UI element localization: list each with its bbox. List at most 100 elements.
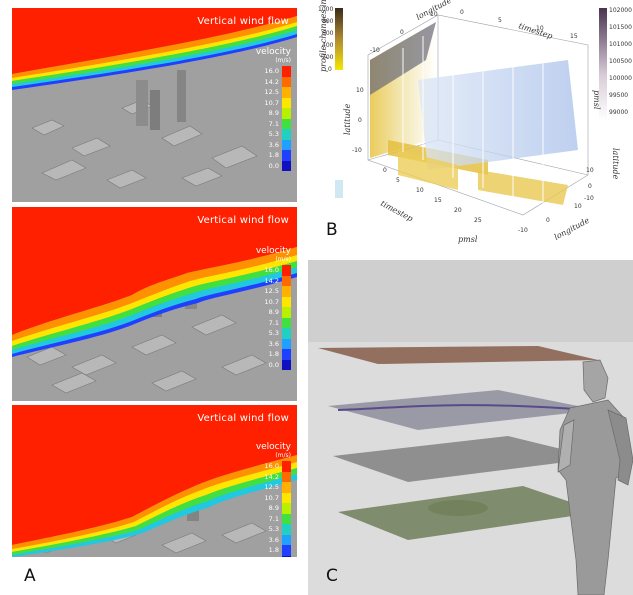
legend-tick: 3.6 [268, 140, 279, 149]
legend-tick: 1.8 [268, 546, 279, 554]
legend-swatch [282, 513, 291, 524]
velocity-legend-2: velocity (m/s) 16.0 14.2 12.5 10.7 8.9 7.1 5.3… [256, 247, 291, 370]
legend-unit: (m/s) [275, 256, 291, 263]
legend-swatch [282, 555, 291, 557]
legend-title: velocity [255, 246, 291, 256]
legend-row: 3.6 [256, 338, 291, 349]
tick-right-latitude-0: 10 [586, 167, 594, 174]
velocity-legend-1: velocity (m/s) 16.0 14.2 12.5 10.7 8.9 7.1 5.3… [256, 48, 291, 171]
tick-top-timestep-1: 5 [498, 17, 502, 24]
layered-map-svg [308, 260, 633, 595]
wind-scene-2 [12, 207, 297, 401]
legend-swatch [282, 108, 291, 119]
legend-swatch [282, 524, 291, 535]
legend-tick: 0.0 [268, 360, 279, 369]
legend-tick: 7.1 [268, 514, 279, 523]
cbr-tick-5: 99500 [609, 92, 628, 99]
legend-tick: 10.7 [264, 297, 279, 306]
legend-swatch [282, 359, 291, 370]
legend-swatch [282, 97, 291, 108]
map-plane-1 [318, 346, 598, 364]
velocity-legend-3: velocity (m/s) 16.0 14.2 12.5 10.7 8.9 7.1 5.3… [256, 443, 291, 557]
legend-unit: (m/s) [275, 452, 291, 459]
legend-row: 14.2 [256, 275, 291, 286]
axis-timestep-bottom: timestep [379, 199, 414, 224]
legend-row: 1.8 [256, 349, 291, 360]
wind-title-3: Vertical wind flow [197, 413, 289, 424]
tick-top-longitude-2: 10 [430, 11, 438, 18]
legend-swatch [282, 275, 291, 286]
legend-tick: 16.0 [264, 266, 279, 274]
tick-top-longitude-0: -10 [370, 47, 380, 54]
legend-tick: 7.1 [268, 119, 279, 128]
tick-top-timestep-0: 0 [460, 9, 464, 16]
legend-swatch [282, 76, 291, 87]
tick-bottom-timestep-2: 10 [416, 187, 424, 194]
cbl-tick-3: 400 [322, 42, 334, 49]
volume-plot: longitude timestep latitude timestep pms… [308, 0, 633, 255]
legend-unit: (m/s) [275, 57, 291, 64]
cbr-tick-4: 100000 [609, 75, 632, 82]
legend-swatch [282, 503, 291, 514]
legend-row: 8.9 [256, 108, 291, 119]
axis-pmsl: pmsl [458, 235, 478, 244]
legend-tick: 3.6 [268, 339, 279, 348]
axis-colorbar-right: pmsl [592, 90, 601, 110]
tick-bottom-timestep-3: 15 [434, 197, 442, 204]
legend-rows: 16.014.212.510.78.97.15.33.61.80.0 [256, 461, 291, 557]
tick-top-timestep-3: 15 [570, 33, 578, 40]
legend-tick: 5.3 [268, 525, 279, 533]
cbr-tick-1: 101500 [609, 24, 632, 31]
legend-tick: 12.5 [264, 88, 279, 96]
cbl-tick-2: 600 [322, 30, 334, 37]
legend-tick: 14.2 [264, 77, 279, 86]
legend-row: 7.1 [256, 317, 291, 328]
legend-row: 5.3 [256, 328, 291, 339]
wind-title-2: Vertical wind flow [197, 215, 289, 226]
layered-map-scene [308, 260, 633, 595]
tick-left-vertical-2: -10 [352, 147, 362, 154]
legend-row: 8.9 [256, 307, 291, 318]
legend-swatch [282, 482, 291, 493]
cbl-tick-4: 200 [322, 54, 334, 61]
axis-longitude-bottom: longitude [553, 216, 591, 242]
legend-row: 0.0 [256, 359, 291, 370]
legend-swatch [282, 150, 291, 161]
tick-bottom-longitude-0: -10 [518, 227, 528, 234]
cbl-tick-0: 1000 [318, 6, 333, 13]
legend-swatch [282, 118, 291, 129]
tick-top-longitude-1: 0 [400, 29, 404, 36]
cbl-tick-5: 0 [328, 66, 332, 73]
legend-swatch [282, 129, 291, 140]
legend-tick: 5.3 [268, 130, 279, 138]
legend-row: 16.0 [256, 66, 291, 77]
tick-bottom-longitude-2: 10 [574, 203, 582, 210]
map-plane-3 [333, 436, 598, 482]
legend-swatch [282, 265, 291, 276]
legend-row: 8.9 [256, 503, 291, 514]
legend-row: 5.3 [256, 129, 291, 140]
tick-bottom-timestep-0: 0 [383, 167, 387, 174]
map-plane-2 [328, 390, 598, 430]
legend-swatch [282, 349, 291, 360]
legend-tick: 0.0 [268, 161, 279, 170]
legend-row: 0.0 [256, 160, 291, 171]
legend-row: 12.5 [256, 87, 291, 98]
legend-tick: 3.6 [268, 535, 279, 544]
cbr-tick-2: 101000 [609, 41, 632, 48]
panel-label-c: C [326, 566, 338, 586]
panel-label-b: B [326, 220, 338, 240]
legend-tick: 5.3 [268, 329, 279, 337]
tick-right-latitude-2: -10 [584, 195, 594, 202]
legend-swatch [282, 66, 291, 77]
legend-row: 14.2 [256, 76, 291, 87]
legend-title: velocity [255, 442, 291, 452]
legend-tick: 14.2 [264, 276, 279, 285]
tick-left-vertical-0: 10 [356, 87, 364, 94]
legend-title: velocity [255, 47, 291, 57]
left-colorbar [335, 8, 343, 70]
legend-swatch [282, 87, 291, 98]
legend-row: 16.0 [256, 461, 291, 472]
